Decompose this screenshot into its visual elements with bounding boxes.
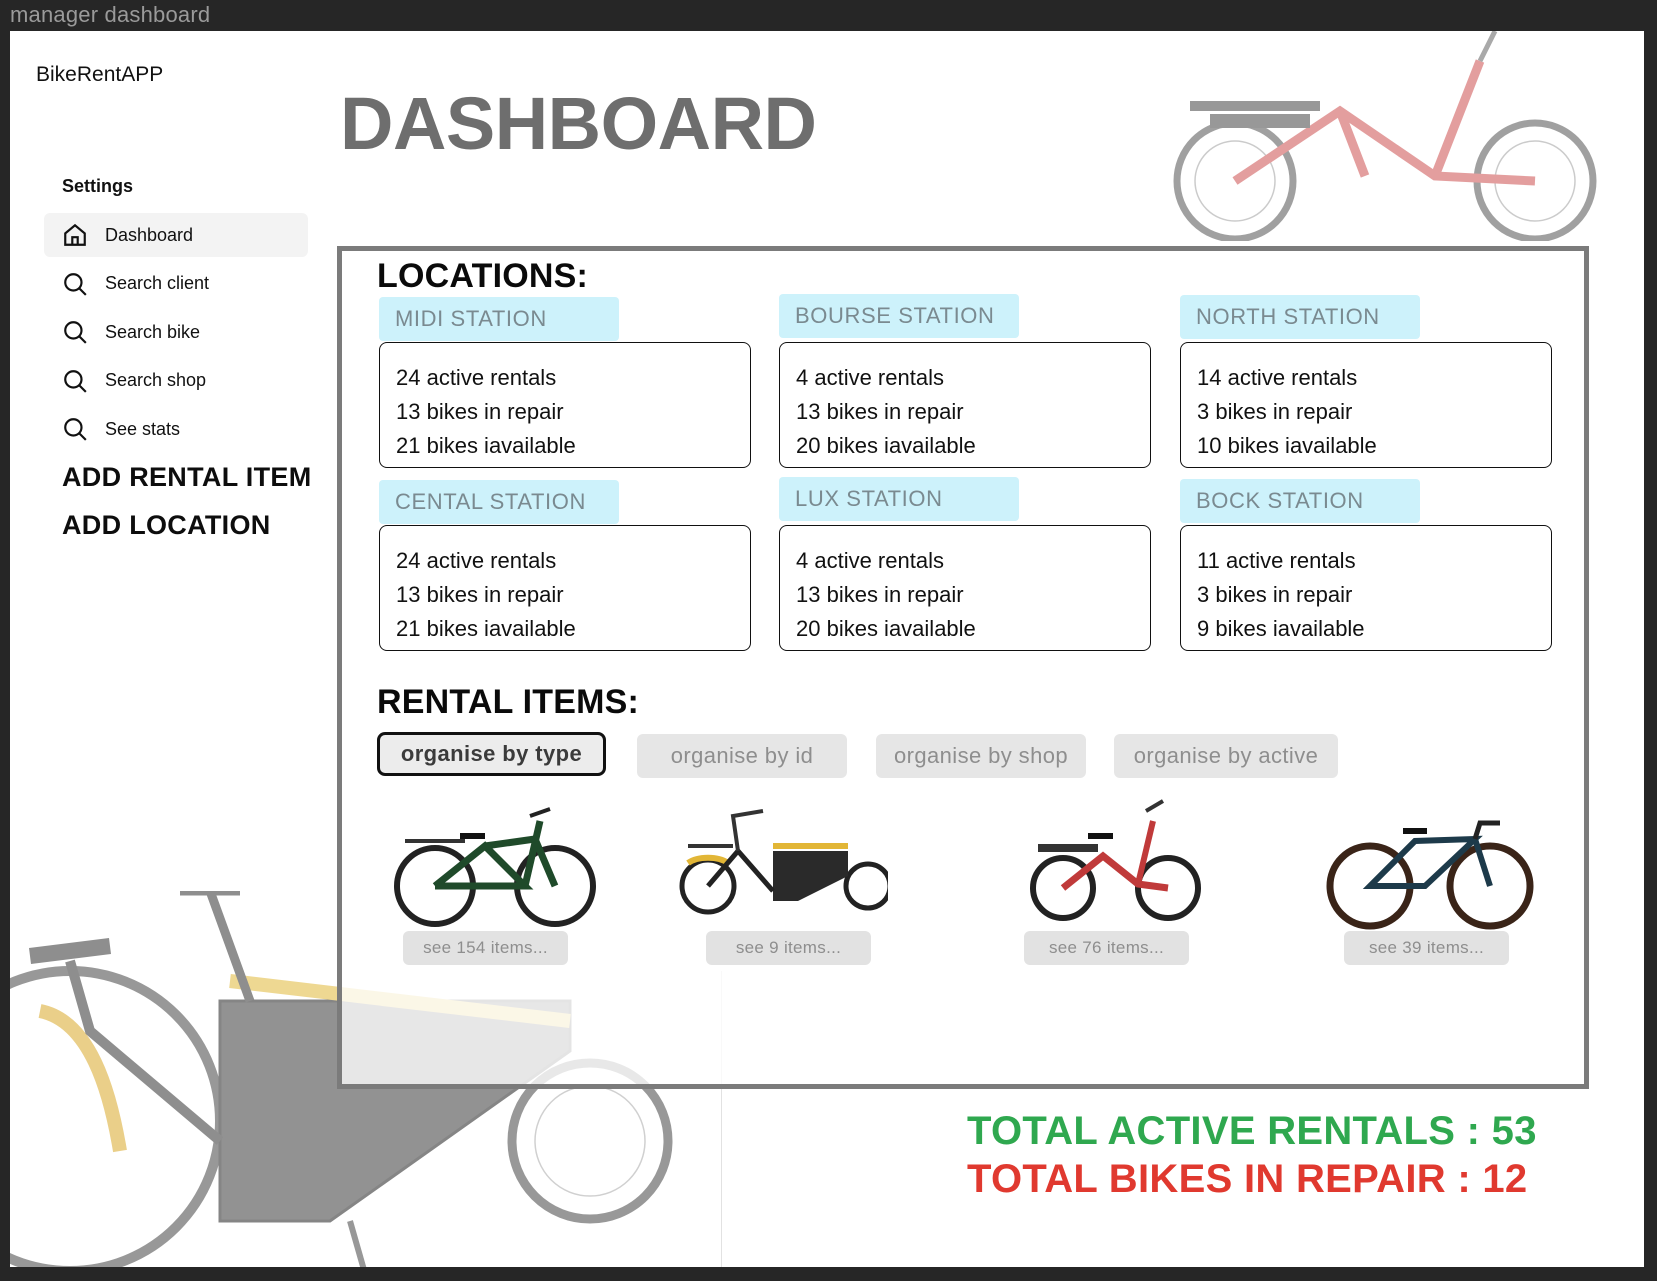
sidebar-item-label: Dashboard [105, 224, 194, 245]
sidebar-heading: Settings [62, 176, 134, 196]
red-folding-bike-image [1173, 31, 1597, 241]
bikes-in-repair: 3 bikes in repair [1197, 582, 1353, 607]
sidebar-item-search-shop[interactable]: Search shop [44, 359, 308, 403]
station-card-bourse[interactable]: 4 active rentals 13 bikes in repair 20 b… [779, 342, 1151, 468]
bikes-in-repair: 13 bikes in repair [396, 582, 564, 607]
search-icon [64, 369, 87, 393]
add-rental-item-button[interactable]: ADD RENTAL ITEM [62, 462, 312, 492]
organise-by-type-button[interactable]: organise by type [377, 732, 606, 776]
bikes-available: 20 bikes iavailable [796, 616, 976, 641]
frame-title: manager dashboard [10, 2, 211, 27]
active-rentals: 11 active rentals [1197, 548, 1356, 573]
station-label-bourse: BOURSE STATION [779, 294, 1019, 338]
sidebar-item-label: See stats [105, 418, 181, 439]
active-rentals: 4 active rentals [796, 548, 944, 573]
rental-items-title: RENTAL ITEMS: [377, 683, 639, 721]
see-items-button[interactable]: see 154 items... [403, 931, 568, 965]
divider-line [721, 971, 722, 1267]
active-rentals: 4 active rentals [796, 365, 944, 390]
station-label-lux: LUX STATION [779, 477, 1019, 521]
see-items-button[interactable]: see 39 items... [1344, 931, 1509, 965]
bikes-in-repair: 13 bikes in repair [396, 399, 564, 424]
blue-gravel-bike-image[interactable] [1325, 801, 1535, 931]
sidebar-item-dashboard[interactable]: Dashboard [44, 213, 308, 257]
search-icon [64, 418, 87, 441]
app-name: BikeRentAPP [36, 63, 164, 86]
cargo-bike-small-image[interactable] [678, 801, 888, 931]
sidebar-nav: Dashboard Search client Search bike Sear… [44, 213, 308, 456]
station-card-midi[interactable]: 24 active rentals 13 bikes in repair 21 … [379, 342, 751, 468]
bikes-available: 21 bikes iavailable [396, 616, 576, 641]
station-label-cental: CENTAL STATION [379, 480, 619, 524]
active-rentals: 14 active rentals [1197, 365, 1358, 390]
locations-title: LOCATIONS: [377, 257, 589, 295]
bikes-available: 10 bikes iavailable [1197, 433, 1377, 458]
bikes-available: 20 bikes iavailable [796, 433, 976, 458]
bikes-in-repair: 3 bikes in repair [1197, 399, 1353, 424]
sidebar-item-see-stats[interactable]: See stats [44, 407, 308, 451]
sidebar-item-label: Search client [105, 273, 210, 294]
home-icon [64, 223, 86, 246]
station-label-bock: BOCK STATION [1180, 479, 1420, 523]
total-active-rentals: TOTAL ACTIVE RENTALS : 53 [967, 1109, 1537, 1153]
sidebar-item-search-bike[interactable]: Search bike [44, 310, 308, 354]
sidebar-item-search-client[interactable]: Search client [44, 262, 308, 306]
see-items-button[interactable]: see 76 items... [1024, 931, 1189, 965]
station-label-midi: MIDI STATION [379, 297, 619, 341]
add-location-button[interactable]: ADD LOCATION [62, 510, 271, 540]
red-folding-ebike-image[interactable] [1018, 796, 1228, 926]
total-bikes-in-repair: TOTAL BIKES IN REPAIR : 12 [967, 1157, 1528, 1201]
station-card-cental[interactable]: 24 active rentals 13 bikes in repair 21 … [379, 525, 751, 651]
station-card-lux[interactable]: 4 active rentals 13 bikes in repair 20 b… [779, 525, 1151, 651]
station-card-bock[interactable]: 11 active rentals 3 bikes in repair 9 bi… [1180, 525, 1552, 651]
organise-by-id-button[interactable]: organise by id [637, 734, 847, 778]
page-title: DASHBOARD [340, 82, 817, 165]
bikes-available: 9 bikes iavailable [1197, 616, 1365, 641]
station-card-north[interactable]: 14 active rentals 3 bikes in repair 10 b… [1180, 342, 1552, 468]
bikes-in-repair: 13 bikes in repair [796, 399, 964, 424]
sidebar-item-label: Search bike [105, 321, 201, 342]
bikes-in-repair: 13 bikes in repair [796, 582, 964, 607]
app-canvas: BikeRentAPP Settings Dashboard Search cl… [10, 31, 1644, 1267]
active-rentals: 24 active rentals [396, 548, 557, 573]
search-icon [64, 321, 87, 344]
see-items-button[interactable]: see 9 items... [706, 931, 871, 965]
organise-by-shop-button[interactable]: organise by shop [876, 734, 1086, 778]
search-icon [64, 272, 87, 296]
active-rentals: 24 active rentals [396, 365, 557, 390]
green-city-ebike-image[interactable] [390, 801, 600, 931]
station-label-north: NORTH STATION [1180, 295, 1420, 339]
sidebar-item-label: Search shop [105, 370, 207, 391]
bikes-available: 21 bikes iavailable [396, 433, 576, 458]
organise-by-active-button[interactable]: organise by active [1114, 734, 1338, 778]
